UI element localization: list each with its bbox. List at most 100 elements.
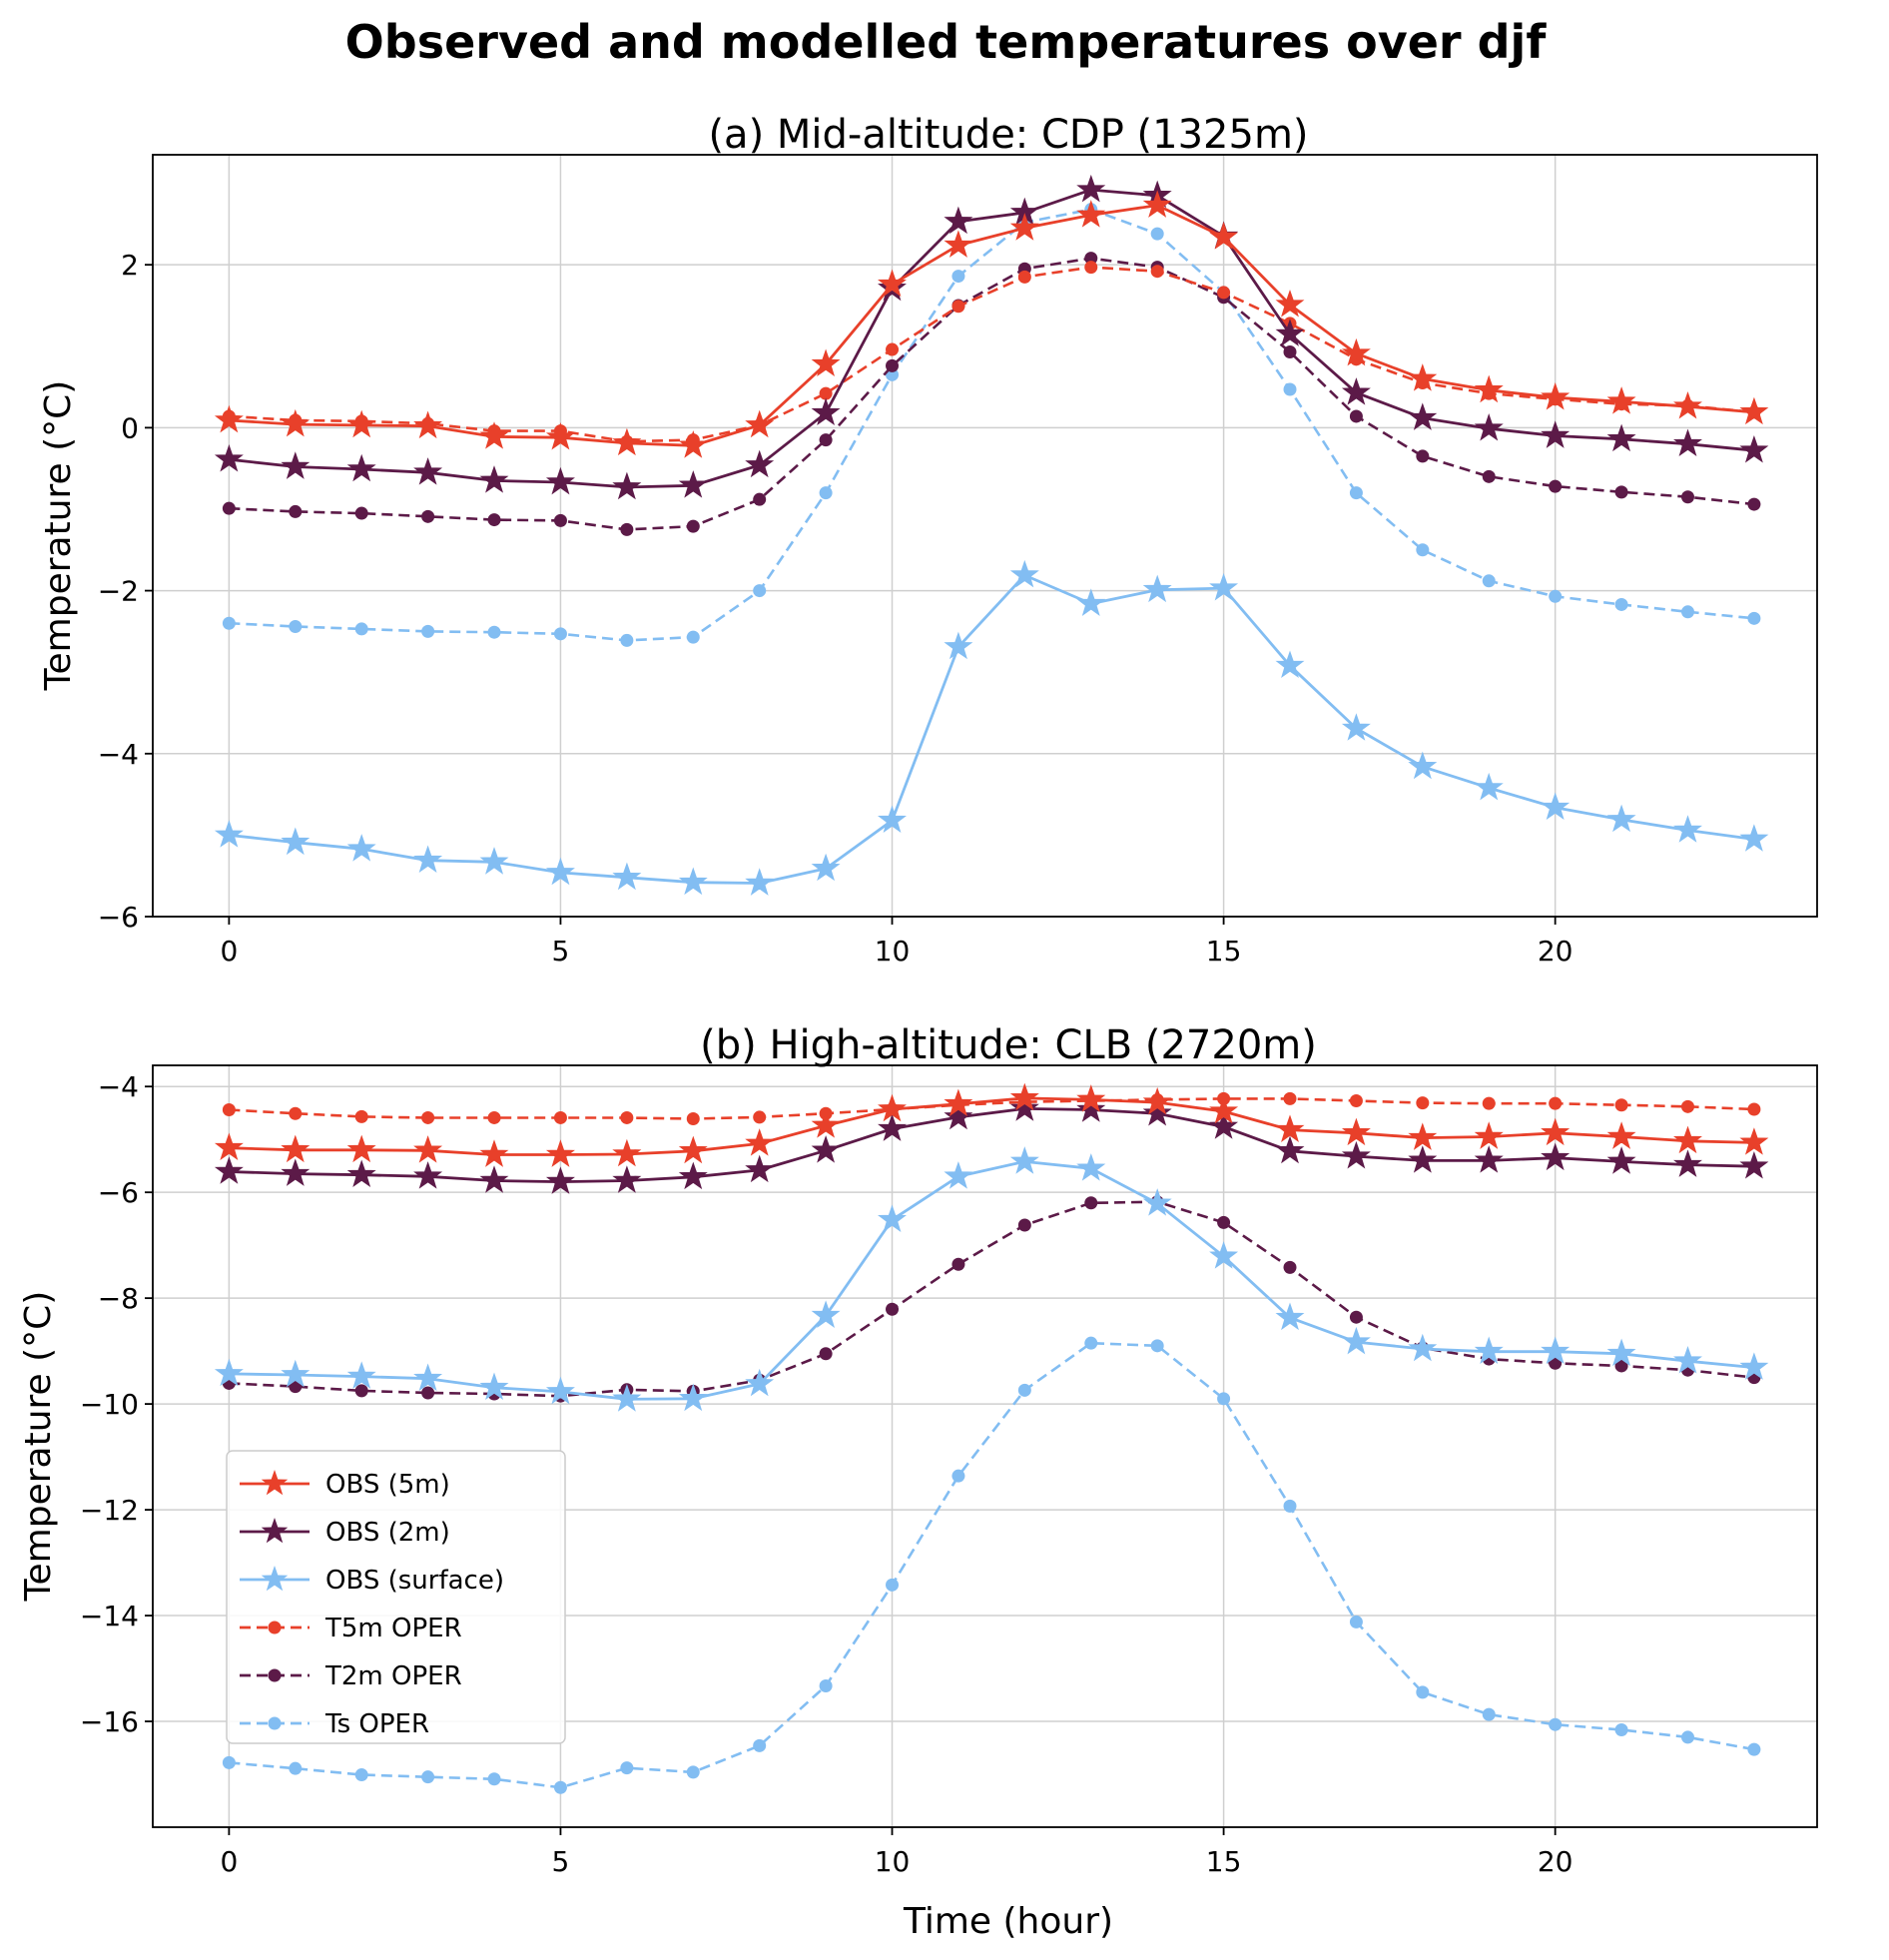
panel-a-series-obssurf: [214, 559, 1769, 896]
panel-a-ts-point: [686, 630, 700, 644]
panel-b-t2m-point: [1084, 1196, 1098, 1210]
panel-a-ts-point: [1150, 227, 1164, 241]
panel-b-obs2m-point: [1673, 1149, 1702, 1177]
panel-a-t2m-point: [1283, 344, 1297, 358]
panel-a-t2m-point: [487, 513, 501, 527]
panel-b-obs5m-point: [612, 1138, 642, 1167]
panel-b-obs2m-point: [745, 1154, 775, 1183]
panel-a-obs5m-point: [1009, 213, 1039, 241]
panel-b-obs5m-point: [944, 1088, 973, 1116]
panel-a-ts-point: [886, 367, 900, 381]
panel-b-ts-point: [1283, 1499, 1297, 1513]
panel-b-ts-point: [1549, 1717, 1563, 1731]
panel-a-obs5m-point: [878, 269, 907, 298]
panel-a-obs2m-point: [1541, 420, 1571, 448]
panel-a-obssurf-point: [281, 827, 311, 856]
legend-swatch-marker: [268, 1668, 282, 1682]
panel-b-obssurf-point: [1474, 1336, 1504, 1364]
panel-b-obssurf-point: [545, 1376, 575, 1405]
panel-a-obs2m-point: [1275, 319, 1305, 346]
panel-a-t2m-point: [1747, 497, 1761, 511]
panel-a-obssurf-point: [1142, 574, 1172, 603]
panel-a-obs2m-point: [479, 465, 509, 493]
panel-b-ts-point: [620, 1761, 634, 1775]
panel-b-series-t5m: [222, 1091, 1761, 1126]
panel-b-obs5m-point: [281, 1134, 311, 1163]
panel-b-ytick-label: −14: [80, 1600, 139, 1633]
panel-b-series: [214, 1082, 1769, 1794]
panel-a-obssurf-point: [878, 805, 907, 833]
panel-b-ts-point: [1217, 1392, 1231, 1406]
panel-b-obssurf-point: [1275, 1302, 1305, 1331]
panel-b-series-obssurf: [214, 1146, 1769, 1412]
panel-b-ts-point: [886, 1578, 900, 1592]
panel-b-obssurf-line: [229, 1160, 1755, 1401]
panel-b-t2m-point: [1217, 1215, 1231, 1229]
panel-b-obs2m-point: [678, 1161, 708, 1190]
panel-a-xtick-label: 5: [552, 935, 570, 968]
panel-b-obssurf-point: [944, 1161, 973, 1189]
panel-a-t2m-point: [1549, 479, 1563, 493]
panel-b-obssurf-point: [678, 1383, 708, 1412]
panel-a-t2m-point: [819, 433, 833, 447]
panel-a-obs5m-point: [346, 409, 376, 438]
panel-b-obssurf-point: [479, 1372, 509, 1400]
panel-b-ytick-label: −16: [80, 1705, 139, 1738]
panel-b-obssurf-point: [1341, 1326, 1371, 1355]
panel-a-t2m-point: [421, 509, 435, 523]
panel-a-ts-point: [1416, 543, 1430, 557]
legend-swatch-marker: [261, 1566, 289, 1592]
panel-a-ts-point: [1482, 574, 1496, 588]
panel-a-obssurf-point: [1408, 751, 1438, 780]
panel-a-series-t5m: [222, 261, 1761, 448]
panel-b-t5m-point: [1747, 1102, 1761, 1116]
panel-a-ts-point: [1747, 611, 1761, 625]
x-axis-label: Time (hour): [903, 1901, 1113, 1942]
panel-a-t2m-point: [222, 501, 236, 515]
panel-b-obssurf-point: [1408, 1333, 1438, 1362]
panel-b-ts-point: [686, 1765, 700, 1779]
legend-label: T5m OPER: [324, 1614, 462, 1643]
panel-b-obs5m-point: [1209, 1095, 1239, 1124]
panel-a-ts-point: [620, 633, 634, 647]
panel-a-obssurf-point: [1474, 772, 1504, 801]
panel-a-ylabel: Temperature (°C): [38, 380, 79, 692]
panel-b-obs2m-point: [281, 1158, 311, 1186]
panel-b-obssurf-point: [1076, 1153, 1106, 1181]
panel-a-t2m-point: [1614, 485, 1628, 499]
panel-b-ytick-label: −12: [80, 1494, 139, 1527]
panel-a-t5m-point: [819, 386, 833, 400]
panel-a-series-obs2m: [214, 174, 1769, 500]
panel-b-obs2m-point: [1739, 1150, 1769, 1179]
panel-a-title: (a) Mid-altitude: CDP (1325m): [708, 112, 1308, 158]
panel-a-obs5m-point: [1606, 386, 1636, 414]
panel-a-obs2m-point: [1408, 402, 1438, 430]
panel-b-t5m-point: [421, 1110, 435, 1124]
panel-b-ts-point: [951, 1469, 965, 1483]
panel-b-obssurf-point: [1142, 1188, 1172, 1216]
panel-b-obs5m-line: [229, 1096, 1754, 1156]
legend-swatch-marker: [268, 1716, 282, 1730]
panel-a-obs5m-point: [413, 410, 443, 439]
panel-a-xtick-label: 0: [220, 935, 238, 968]
legend-swatch-marker: [268, 1621, 282, 1634]
panel-b-t2m-point: [1614, 1359, 1628, 1373]
panel-b-t5m-point: [222, 1103, 236, 1117]
panel-a-obssurf-point: [346, 834, 376, 862]
panel-a-obssurf-point: [1606, 804, 1636, 833]
panel-b-obs2m-point: [1275, 1135, 1305, 1164]
panel-a-xtick-label: 10: [875, 935, 911, 968]
panel-a-obssurf-point: [1341, 713, 1371, 741]
panel-b-t2m-point: [886, 1302, 900, 1316]
panel-a-obssurf-point: [678, 867, 708, 896]
panel-b-obs2m-point: [1076, 1094, 1106, 1122]
panel-b-ts-point: [1416, 1685, 1430, 1699]
panel-b-t2m-point: [289, 1380, 303, 1394]
panel-a-obs2m-point: [1076, 174, 1106, 203]
panel-a-ts-point: [753, 584, 767, 598]
panel-a-series-ts: [222, 203, 1761, 647]
panel-b-ts-point: [1017, 1383, 1031, 1397]
panel-b-obs2m-point: [346, 1159, 376, 1187]
panel-a-ts-point: [421, 624, 435, 638]
panel-a-obs5m-point: [479, 421, 509, 449]
